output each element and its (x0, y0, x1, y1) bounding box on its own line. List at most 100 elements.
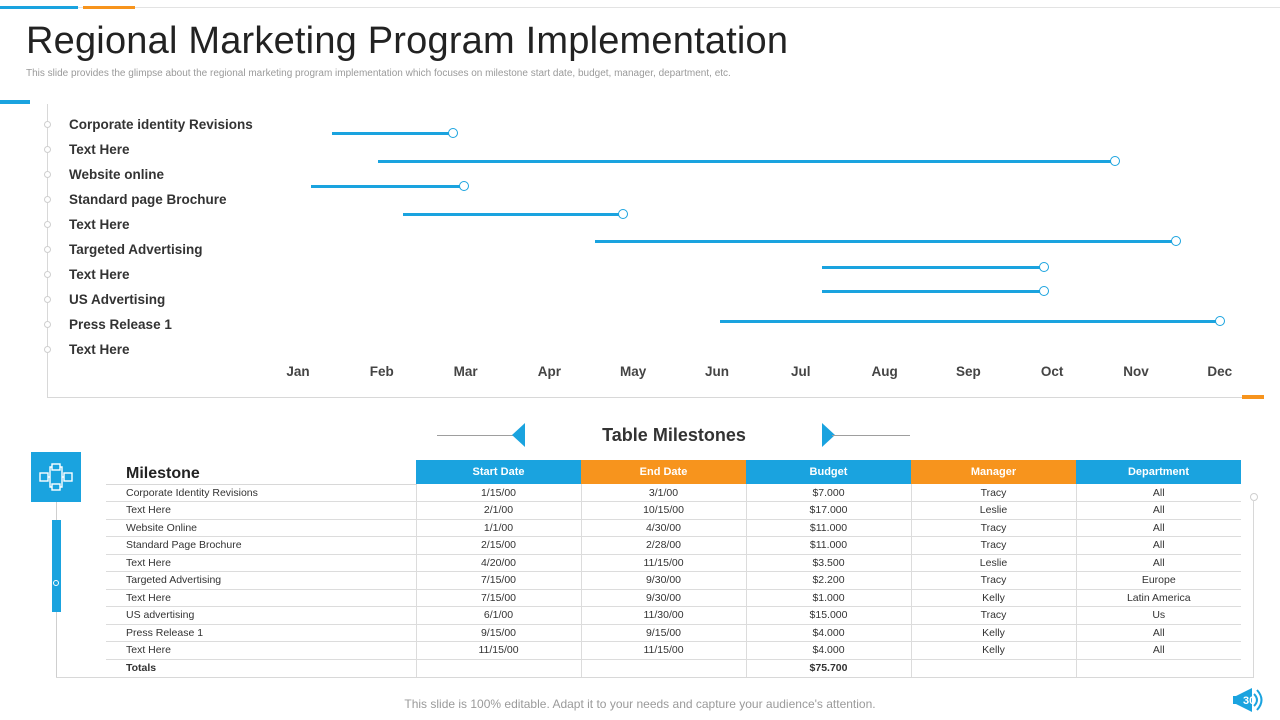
month-tick-label: Jul (791, 364, 811, 379)
timeline-dot (44, 246, 51, 253)
table-row: Text Here 4/20/00 11/15/00 $3.500 Leslie All (106, 554, 1241, 572)
table-frame-right (1253, 500, 1254, 678)
table-cell: Targeted Advertising (106, 571, 417, 590)
month-tick-label: Apr (537, 364, 562, 379)
table-cell: Corporate Identity Revisions (106, 484, 417, 502)
totals-empty-cell (416, 659, 582, 677)
timeline-dot (44, 346, 51, 354)
gantt-bar (595, 239, 1177, 243)
table-cell: All (1076, 484, 1241, 502)
gantt-bar-end-marker (1214, 316, 1225, 326)
gantt-task-label: Press Release 1 (69, 317, 172, 333)
table-cell: Press Release 1 (106, 624, 417, 642)
table-cell: Tracy (911, 484, 1077, 502)
gantt-bar (331, 131, 454, 135)
table-row: Text Here 2/1/00 10/15/00 $17.000 Leslie All (106, 501, 1241, 520)
gantt-task-row: Text Here (40, 340, 130, 360)
timeline-dot (44, 170, 51, 178)
table-row: US advertising 6/1/00 11/30/00 $15.000 Tracy… (106, 606, 1241, 625)
page-number: 30 (1243, 695, 1256, 707)
timeline-dot (44, 120, 51, 128)
page-number-badge: 30 (1232, 684, 1268, 716)
triangle-left-icon (512, 423, 525, 447)
left-vertical-knob (53, 580, 59, 586)
month-tick-label: Sep (956, 364, 981, 379)
gantt-task-label: Targeted Advertising (69, 242, 203, 257)
title-line-left (437, 435, 515, 436)
table-row: Website Online 1/1/00 4/30/00 $11.000 Tracy A… (106, 519, 1241, 537)
megaphone-icon (1233, 688, 1263, 712)
month-tick-label: Dec (1207, 364, 1233, 379)
page-subtitle: This slide provides the glimpse about th… (26, 68, 731, 79)
gantt-task-label: Text Here (69, 216, 130, 232)
table-cell: $4.000 (746, 641, 912, 660)
table-cell: Tracy (911, 519, 1077, 537)
month-tick-label: Oct (1040, 364, 1064, 379)
table-cell: 3/1/00 (581, 484, 747, 502)
table-cell: Kelly (911, 589, 1077, 607)
column-header-start-date: Start Date (416, 460, 581, 484)
totals-empty-cell (1076, 659, 1241, 677)
table-row: Standard Page Brochure 2/15/00 2/28/00 $11.… (106, 536, 1241, 555)
table-frame-dot (1250, 493, 1258, 501)
gantt-task-label: Website online (69, 166, 165, 182)
table-cell: $2.200 (746, 571, 912, 590)
column-header-milestone: Milestone (106, 460, 416, 485)
milestones-table: Milestone Start Date End Date Budget Man… (106, 460, 1241, 677)
table-cell: 11/15/00 (581, 554, 747, 572)
table-cell: Kelly (911, 624, 1077, 642)
table-cell: 11/15/00 (416, 641, 582, 660)
gantt-task-label: US Advertising (69, 292, 166, 308)
month-tick-label: Nov (1123, 364, 1149, 379)
table-cell: 10/15/00 (581, 501, 747, 520)
table-cell: 9/15/00 (416, 624, 582, 642)
title-line-right (832, 435, 910, 436)
gantt-bar-end-marker (458, 181, 469, 191)
gantt-task-row: Corporate identity Revisions (40, 114, 253, 134)
gantt-task-row: US Advertising (40, 290, 165, 310)
table-cell: 2/28/00 (581, 536, 747, 555)
page-title: Regional Marketing Program Implementatio… (26, 20, 789, 62)
table-cell: $11.000 (746, 519, 912, 537)
table-cell: Standard Page Brochure (106, 536, 417, 555)
totals-empty-cell (911, 659, 1077, 677)
table-cell: $7.000 (746, 484, 912, 502)
gantt-bar-end-marker (1038, 262, 1049, 272)
table-title: Table Milestones (602, 425, 746, 445)
totals-row: Totals $75.700 (106, 659, 1241, 677)
flowchart-icon (31, 452, 81, 502)
table-cell: 11/15/00 (581, 641, 747, 660)
table-cell: $17.000 (746, 501, 912, 520)
table-cell: Text Here (106, 554, 417, 572)
gantt-bar (310, 184, 464, 188)
table-row: Text Here 7/15/00 9/30/00 $1.000 Kelly Latin … (106, 589, 1241, 607)
table-cell: 7/15/00 (416, 571, 582, 590)
timeline-dot (44, 271, 51, 279)
left-vertical-accent (52, 520, 61, 612)
table-cell: 2/15/00 (416, 536, 582, 555)
month-tick-label: Jun (704, 364, 729, 379)
table-cell: Tracy (911, 536, 1077, 555)
gantt-task-row: Targeted Advertising (40, 240, 203, 260)
table-cell: 7/15/00 (416, 589, 582, 607)
table-cell: All (1076, 641, 1241, 660)
table-cell: 4/20/00 (416, 554, 582, 572)
table-cell: $1.000 (746, 589, 912, 607)
gantt-task-label: Text Here (69, 342, 130, 358)
table-row: Corporate Identity Revisions 1/15/00 3/1/0… (106, 484, 1241, 502)
table-cell: All (1076, 519, 1241, 537)
table-cell: 9/30/00 (581, 571, 747, 590)
gantt-task-label: Text Here (69, 267, 130, 283)
table-cell: US advertising (106, 606, 417, 625)
table-cell: All (1076, 624, 1241, 642)
table-cell: $11.000 (746, 536, 912, 555)
right-accent-orange (1242, 395, 1264, 399)
month-tick-label: May (620, 364, 647, 379)
table-cell: Text Here (106, 501, 417, 520)
gantt-bar-end-marker (1110, 156, 1121, 166)
table-frame-bottom (56, 677, 1254, 678)
table-row: Targeted Advertising 7/15/00 9/30/00 $2.200… (106, 571, 1241, 590)
column-header-department: Department (1076, 460, 1241, 484)
table-cell: All (1076, 536, 1241, 555)
gantt-task-row: Website online (40, 164, 164, 184)
